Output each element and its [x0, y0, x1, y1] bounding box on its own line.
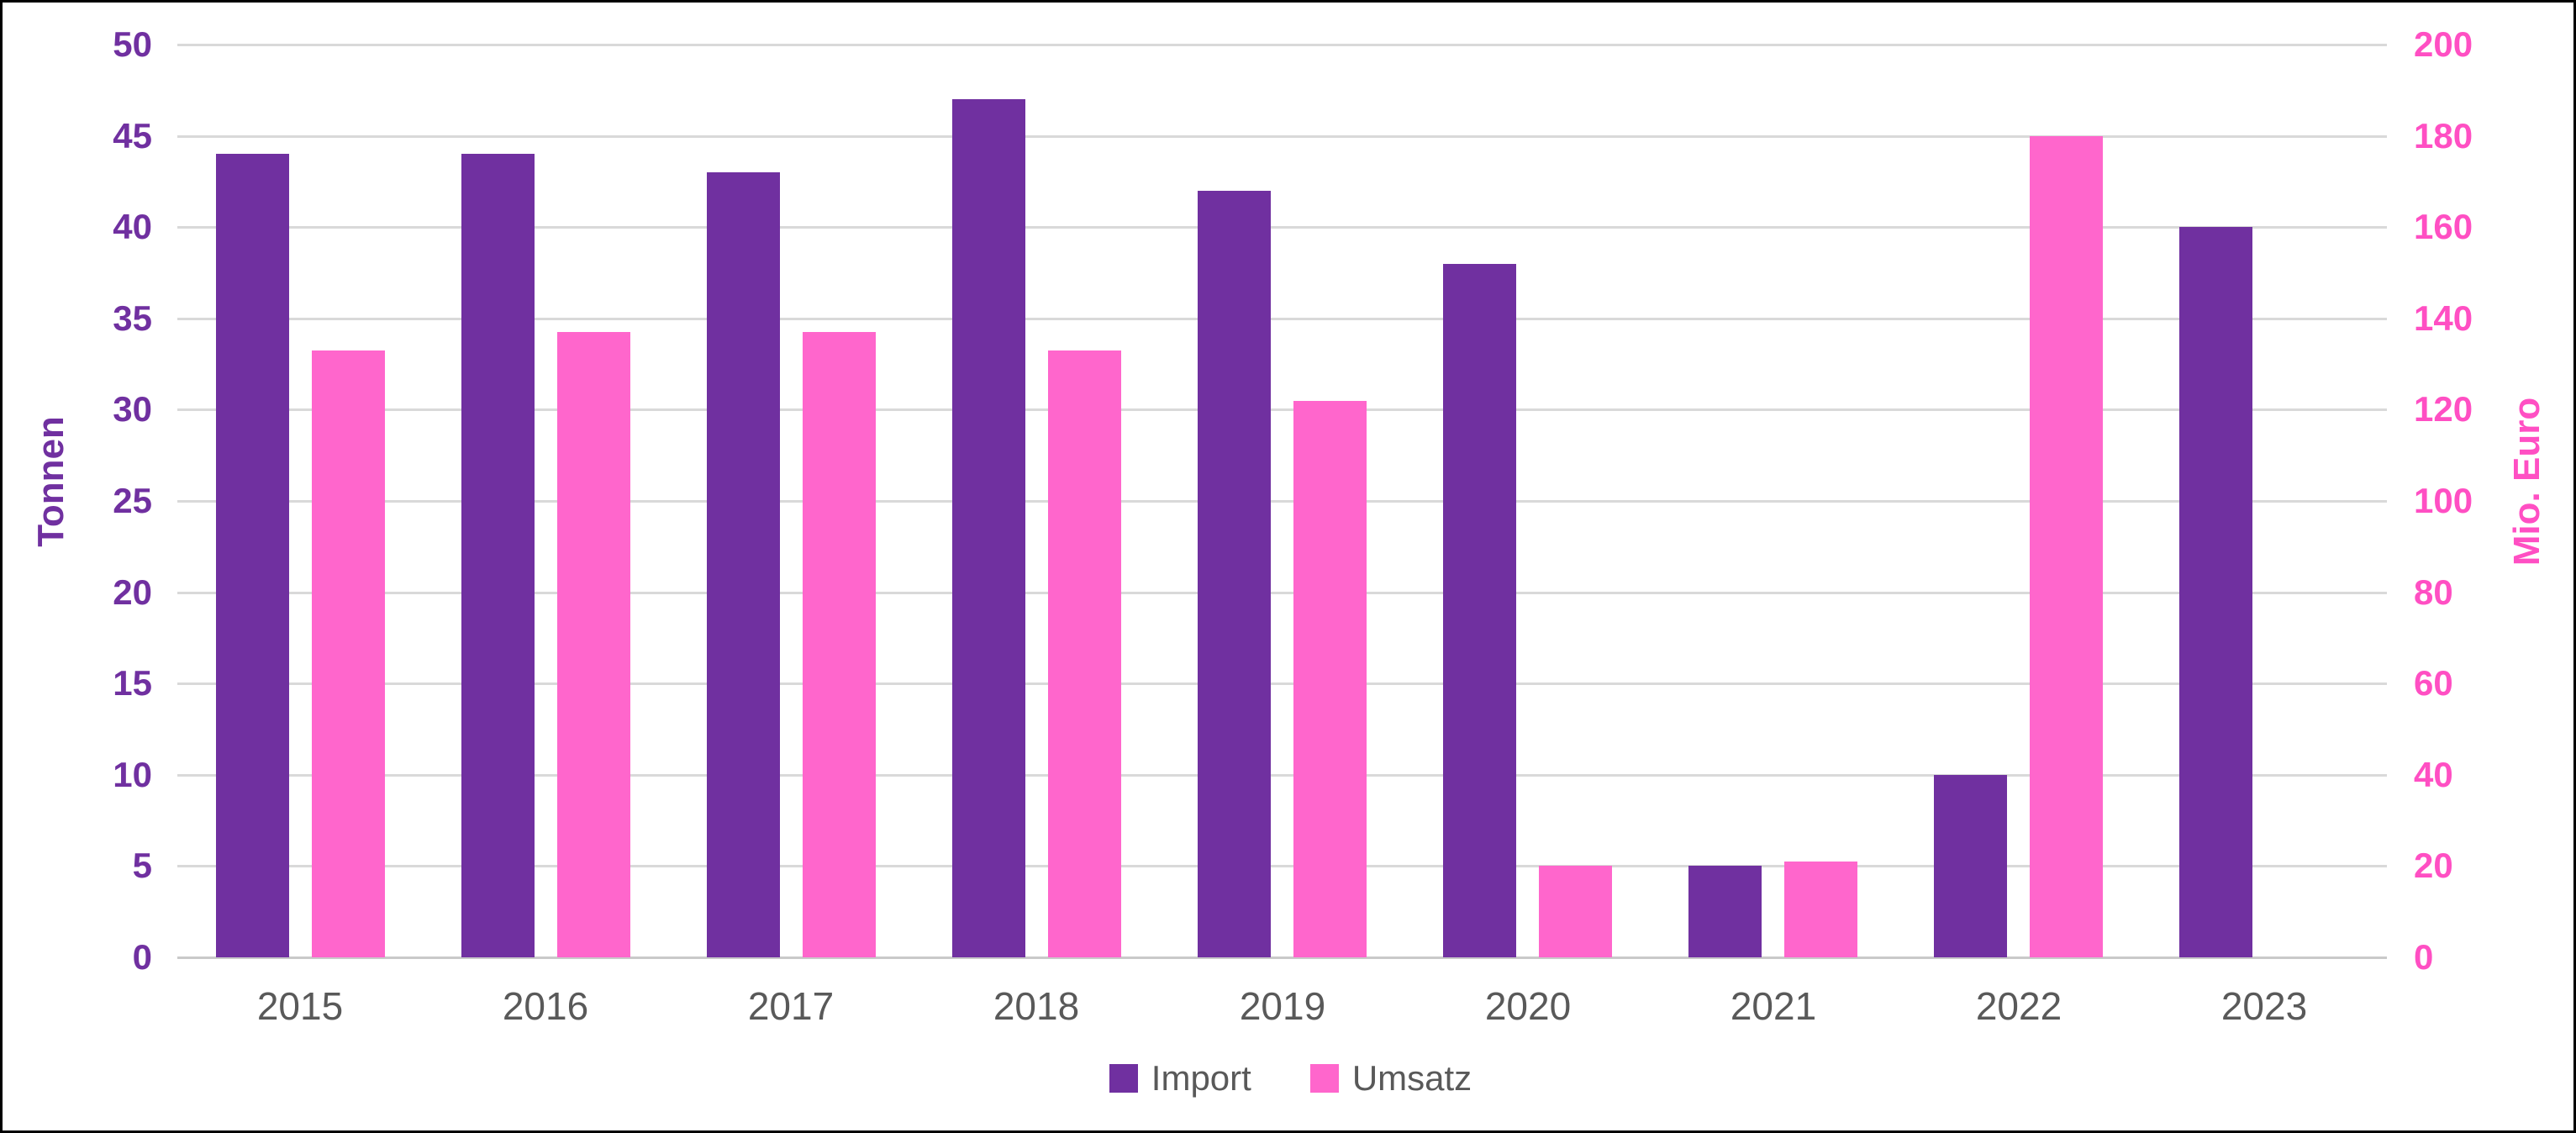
right-axis-tick-label: 140: [2414, 298, 2473, 338]
gridline: [177, 865, 2387, 868]
legend-swatch-import: [1109, 1064, 1138, 1093]
right-axis-tick-label: 20: [2414, 846, 2453, 886]
x-axis-category-label: 2020: [1484, 984, 1572, 1028]
gridline: [177, 317, 2387, 320]
bar-umsatz-2020: [1539, 866, 1612, 957]
left-axis-tick-label: 10: [113, 754, 152, 794]
left-axis-tick-label: 20: [113, 572, 152, 612]
gridline: [177, 134, 2387, 138]
bar-import-2019: [1198, 190, 1271, 957]
left-axis-tick-label: 15: [113, 663, 152, 704]
left-axis-tick-label: 50: [113, 24, 152, 64]
bar-umsatz-2015: [312, 350, 385, 957]
legend: Import Umsatz: [3, 1058, 2573, 1099]
left-axis-tick-label: 35: [113, 298, 152, 338]
legend-item-import: Import: [1109, 1058, 1251, 1099]
legend-label-import: Import: [1151, 1058, 1251, 1098]
x-axis-category-label: 2018: [993, 984, 1080, 1028]
right-axis-tick-label: 200: [2414, 24, 2473, 64]
bar-umsatz-2016: [557, 332, 630, 957]
gridline: [177, 408, 2387, 412]
bar-import-2023: [2179, 227, 2252, 957]
left-axis-tick-label: 45: [113, 115, 152, 155]
bar-umsatz-2018: [1048, 350, 1121, 957]
bar-import-2016: [461, 154, 535, 957]
left-axis-tick-label: 30: [113, 389, 152, 429]
right-axis-tick-label: 180: [2414, 115, 2473, 155]
right-axis-tick-label: 120: [2414, 389, 2473, 429]
legend-swatch-umsatz: [1309, 1064, 1339, 1093]
gridline: [177, 773, 2387, 777]
x-axis-category-label: 2022: [1975, 984, 2062, 1028]
left-axis-tick-label: 5: [132, 846, 152, 886]
left-axis-tick-label: 0: [132, 937, 152, 977]
bar-umsatz-2021: [1784, 861, 1857, 957]
x-axis-category-label: 2017: [747, 984, 835, 1028]
bar-umsatz-2022: [2030, 135, 2103, 957]
bar-import-2020: [1443, 263, 1516, 957]
x-axis-category-label: 2015: [256, 984, 344, 1028]
bar-import-2017: [707, 172, 780, 957]
gridline: [177, 226, 2387, 229]
bar-umsatz-2017: [803, 332, 876, 957]
x-axis-category-label: 2016: [502, 984, 589, 1028]
right-axis-tick-label: 60: [2414, 663, 2453, 704]
right-axis-tick-label: 160: [2414, 207, 2473, 247]
bar-import-2022: [1934, 774, 2007, 957]
left-axis-tick-label: 25: [113, 481, 152, 520]
x-axis-category-label: 2019: [1239, 984, 1326, 1028]
bar-umsatz-2019: [1293, 400, 1367, 957]
x-axis-category-label: 2021: [1730, 984, 1817, 1028]
bar-import-2015: [216, 154, 289, 957]
x-axis-category-label: 2023: [2220, 984, 2308, 1028]
bar-import-2018: [952, 99, 1025, 957]
left-axis-tick-label: 40: [113, 207, 152, 247]
legend-label-umsatz: Umsatz: [1351, 1058, 1472, 1098]
right-axis-tick-label: 0: [2414, 937, 2434, 977]
right-axis-tick-label: 100: [2414, 481, 2473, 520]
gridline: [177, 591, 2387, 594]
right-axis-tick-label: 40: [2414, 754, 2453, 794]
legend-item-umsatz: Umsatz: [1309, 1058, 1472, 1099]
gridline: [177, 500, 2387, 503]
gridline: [177, 44, 2387, 46]
gridline: [177, 682, 2387, 686]
bar-import-2021: [1688, 866, 1762, 957]
x-axis-line: [177, 956, 2387, 959]
right-axis-tick-label: 80: [2414, 572, 2453, 612]
